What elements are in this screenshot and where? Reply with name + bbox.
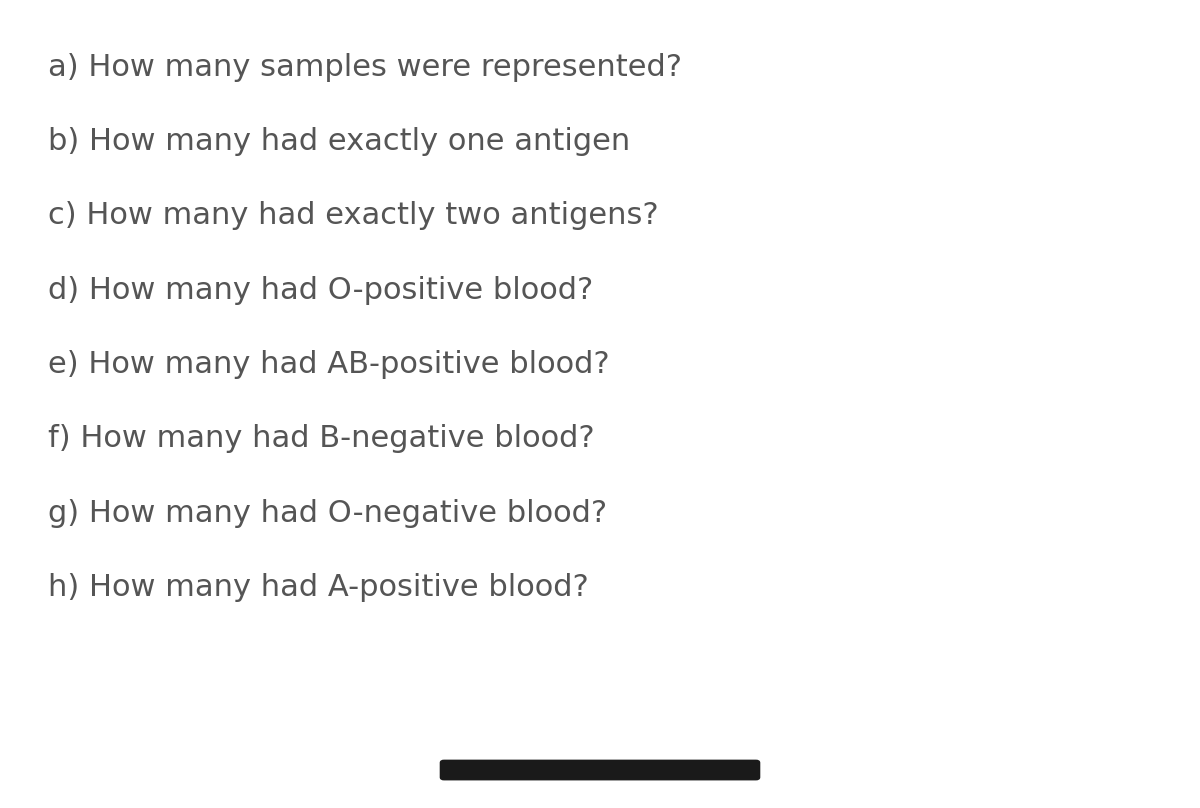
FancyBboxPatch shape [440, 760, 760, 780]
Text: h) How many had A-positive blood?: h) How many had A-positive blood? [48, 573, 589, 602]
Text: e) How many had AB-positive blood?: e) How many had AB-positive blood? [48, 350, 610, 379]
Text: d) How many had O-positive blood?: d) How many had O-positive blood? [48, 276, 593, 305]
Text: a) How many samples were represented?: a) How many samples were represented? [48, 53, 682, 82]
Text: c) How many had exactly two antigens?: c) How many had exactly two antigens? [48, 201, 659, 230]
Text: f) How many had B-negative blood?: f) How many had B-negative blood? [48, 424, 595, 453]
Text: b) How many had exactly one antigen: b) How many had exactly one antigen [48, 127, 630, 156]
Text: g) How many had O-negative blood?: g) How many had O-negative blood? [48, 499, 607, 528]
